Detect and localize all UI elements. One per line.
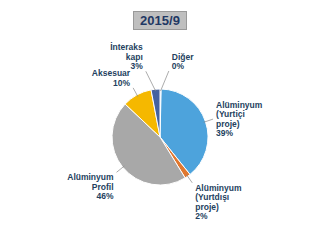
svg-text:Alüminyum(Yurtdışıproje)2%: Alüminyum(Yurtdışıproje)2% <box>195 183 242 222</box>
svg-text:Aksesuar10%: Aksesuar10% <box>92 68 131 88</box>
svg-text:AlüminyumProfil46%: AlüminyumProfil46% <box>67 172 114 201</box>
svg-text:İnterakskapı3%: İnterakskapı3% <box>110 42 143 71</box>
svg-text:Alüminyum(Yurtiçiproje)39%: Alüminyum(Yurtiçiproje)39% <box>216 100 263 139</box>
html-text:2015/9: 2015/9 <box>140 12 180 28</box>
svg-text:Diğer0%: Diğer0% <box>172 52 194 72</box>
